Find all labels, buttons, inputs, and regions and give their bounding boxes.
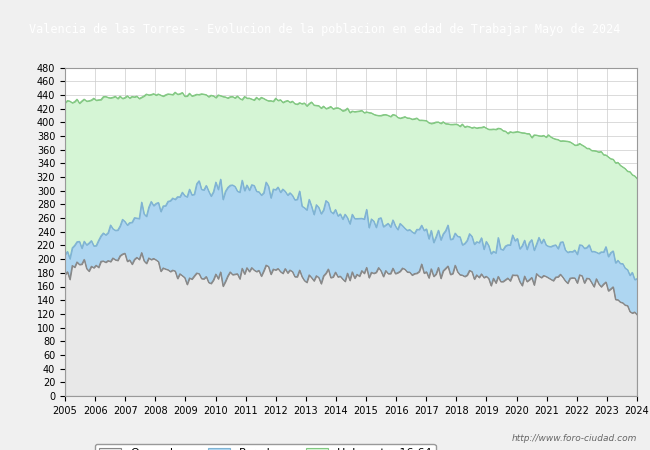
Text: http://www.foro-ciudad.com: http://www.foro-ciudad.com <box>512 434 637 443</box>
Text: Valencia de las Torres - Evolucion de la poblacion en edad de Trabajar Mayo de 2: Valencia de las Torres - Evolucion de la… <box>29 23 621 36</box>
Legend: Ocupados, Parados, Hab. entre 16-64: Ocupados, Parados, Hab. entre 16-64 <box>95 444 436 450</box>
